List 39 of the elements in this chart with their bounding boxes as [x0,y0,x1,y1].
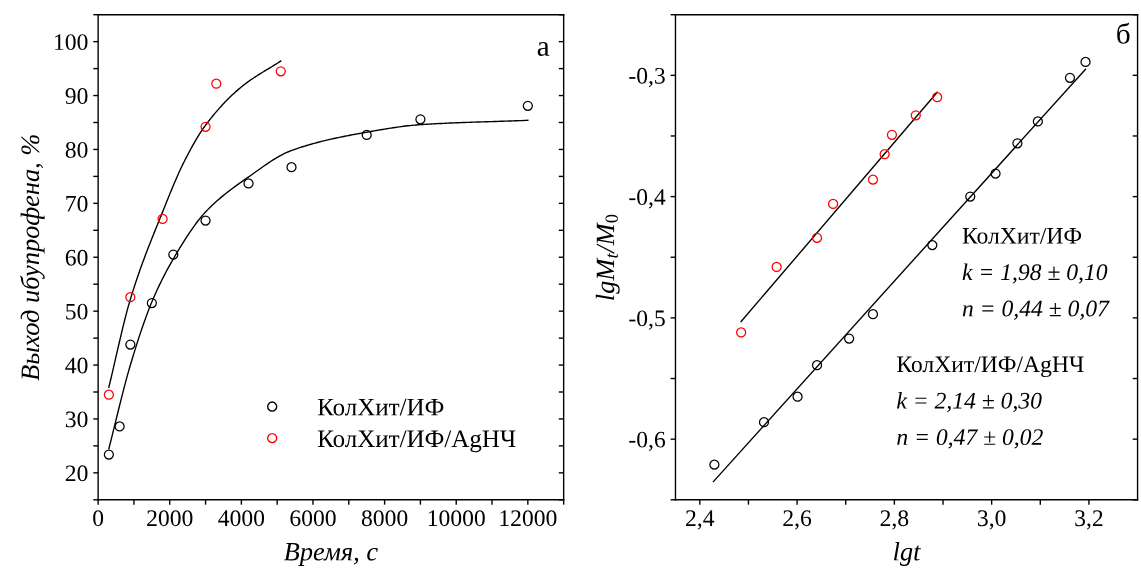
x-tick-label: 2000 [147,510,193,527]
y-tick-label: -0,3 [629,67,665,88]
x-tick-label: 2,6 [783,510,812,530]
annotation: КолХит/ИФ/AgНЧ [897,356,1084,378]
x-tick-label: 2,4 [686,510,715,530]
y-tick-label: -0,5 [629,310,665,330]
x-tick-label: 0 [93,510,104,527]
y-tick-label: 60 [65,249,88,266]
y-axis-title: lgM$_{t}$/M$_{0}$ [595,214,620,300]
y-tick-label: 20 [65,465,88,482]
y-tick-label: 40 [65,357,88,374]
x-axis-title: lgt [894,542,921,566]
y-axis-title: Выход ибупрофена, % [20,135,45,381]
y-tick-label: 100 [55,34,88,51]
x-tick-label: 12000 [500,510,557,527]
legend-label: КолХит/ИФ/AgНЧ [317,430,516,453]
x-tick-label: 6000 [290,510,336,527]
x-tick-label: 8000 [361,510,408,527]
annotation: n = 0,44 ± 0,07 [962,300,1110,320]
y-tick-label: -0,6 [629,431,666,451]
x-tick-label: 3,0 [978,510,1006,530]
legend-label: КолХит/ИФ [317,398,444,416]
annotation: k = 1,98 ± 0,10 [962,263,1108,284]
annotation: а [537,41,550,56]
y-tick-label: 80 [65,141,88,158]
x-tick-label: 10000 [428,510,485,527]
y-tick-label: 30 [65,411,88,428]
x-axis-title: Время, с [283,543,378,566]
x-tick-label: 4000 [218,510,265,527]
x-tick-label: 3,2 [1075,510,1103,530]
y-tick-label: 50 [66,303,88,320]
annotation: n = 0,47 ± 0,02 [897,429,1043,449]
y-tick-label: 90 [65,88,88,104]
annotation: КолХит/ИФ [962,227,1082,244]
annotation: б [1117,22,1130,44]
x-tick-label: 2,8 [880,510,909,530]
y-tick-label: -0,4 [629,189,666,209]
annotation: k = 2,14 ± 0,30 [897,392,1042,413]
y-tick-label: 70 [66,195,88,212]
